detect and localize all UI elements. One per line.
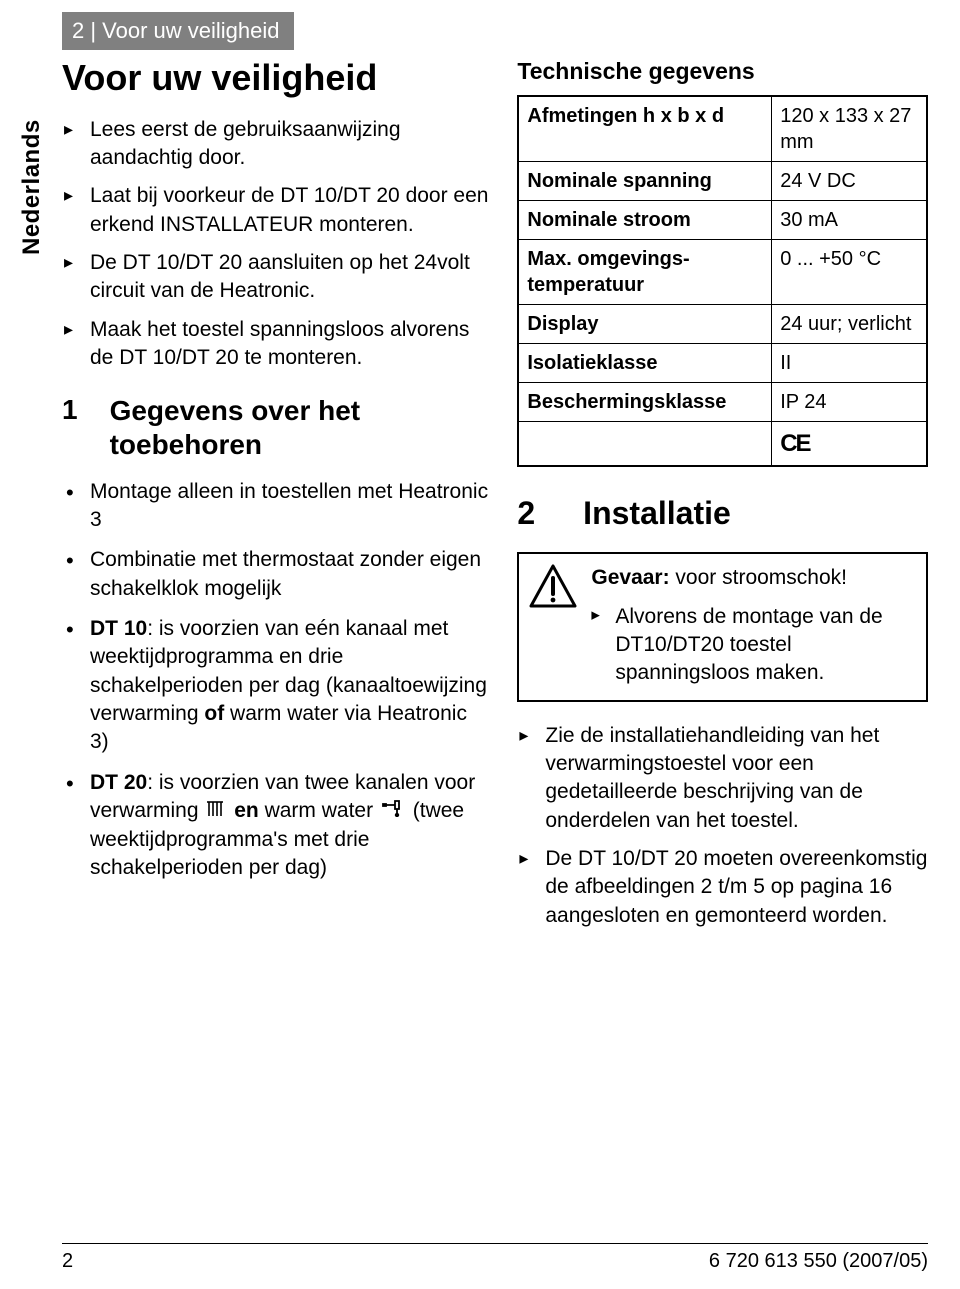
dt10-of: of [204,702,224,725]
section-2-heading: 2 Installatie [517,495,928,532]
spec-value: 24 uur; verlicht [772,305,927,344]
list-item: De DT 10/DT 20 moeten overeenkomstig de … [517,845,928,930]
spec-label [518,422,771,467]
list-item: Zie de installatiehandleiding van het ve… [517,722,928,835]
list-item: DT 10: is voorzien van eén kanaal met we… [62,615,489,757]
page-header-bar: 2 | Voor uw veiligheid [62,12,294,50]
spec-label: Display [518,305,771,344]
dt20-text2: warm water [259,799,379,822]
table-row: IsolatieklasseII [518,344,927,383]
spec-label: Afmetingen h x b x d [518,96,771,162]
safety-bullet-list: Lees eerst de gebruiksaanwijzing aandach… [62,116,489,373]
table-row: Nominale spanning24 V DC [518,162,927,201]
list-item: DT 20: is voorzien van twee kanalen voor… [62,769,489,883]
list-item: Laat bij voorkeur de DT 10/DT 20 door ee… [62,182,489,239]
warning-body: voor stroomschok! [670,566,847,589]
page-footer: 2 6 720 613 550 (2007/05) [62,1243,928,1273]
page-number: 2 [62,1250,73,1273]
spec-value: 24 V DC [772,162,927,201]
ce-mark-icon: CE [780,430,809,457]
section-title: Installatie [583,495,731,532]
dt20-label: DT 20 [90,771,147,794]
section-title: Gegevens over het toebehoren [110,394,490,461]
list-item: De DT 10/DT 20 aansluiten op het 24volt … [62,249,489,306]
right-column: Technische gegevens Afmetingen h x b x d… [517,58,928,1229]
section-2-bullet-list: Zie de installatiehandleiding van het ve… [517,722,928,930]
tech-spec-table: Afmetingen h x b x d120 x 133 x 27 mm No… [517,95,928,467]
table-row: BeschermingsklasseIP 24 [518,383,927,422]
content-columns: Voor uw veiligheid Lees eerst de gebruik… [62,58,928,1229]
list-item: Montage alleen in toestellen met Heatron… [62,478,489,535]
spec-label: Beschermingsklasse [518,383,771,422]
language-sidebar-label: Nederlands [18,119,46,255]
spec-label: Nominale stroom [518,201,771,240]
spec-label: Nominale spanning [518,162,771,201]
table-row: Nominale stroom30 mA [518,201,927,240]
tech-spec-title: Technische gegevens [517,58,928,85]
section-number: 1 [62,394,78,426]
warning-text: Gevaar: voor stroomschok! Alvorens de mo… [591,564,914,687]
spec-value: II [772,344,927,383]
spec-label: Isolatieklasse [518,344,771,383]
spec-value: 120 x 133 x 27 mm [772,96,927,162]
spec-value: IP 24 [772,383,927,422]
tap-icon [381,797,405,825]
table-row: Max. omgevings­temperatuur0 ... +50 °C [518,240,927,305]
dt10-label: DT 10 [90,617,147,640]
spec-label: Max. omgevings­temperatuur [518,240,771,305]
warning-triangle-icon [529,564,577,608]
table-row: Display24 uur; verlicht [518,305,927,344]
warning-box: Gevaar: voor stroomschok! Alvorens de mo… [517,552,928,701]
radiator-icon [206,797,226,825]
ce-mark-cell: CE [772,422,927,467]
section-number: 2 [517,495,535,532]
page: Nederlands 2 | Voor uw veiligheid Voor u… [0,0,960,1289]
table-row: Afmetingen h x b x d120 x 133 x 27 mm [518,96,927,162]
list-item: Combinatie met thermostaat zonder eigen … [62,546,489,603]
warning-lead: Gevaar: [591,566,669,589]
warning-sub-bullet: Alvorens de montage van de DT10/DT20 toe… [591,603,914,688]
section-1-list: Montage alleen in toestellen met Heatron… [62,478,489,883]
section-1-heading: 1 Gegevens over het toebehoren [62,394,489,461]
document-reference: 6 720 613 550 (2007/05) [709,1250,928,1273]
spec-value: 0 ... +50 °C [772,240,927,305]
list-item: Lees eerst de gebruiksaanwijzing aandach… [62,116,489,173]
left-column: Voor uw veiligheid Lees eerst de gebruik… [62,58,489,1229]
table-row: CE [518,422,927,467]
page-title: Voor uw veiligheid [62,58,489,98]
list-item: Maak het toestel spanningsloos alvorens … [62,316,489,373]
spec-value: 30 mA [772,201,927,240]
dt20-en: en [234,799,259,822]
